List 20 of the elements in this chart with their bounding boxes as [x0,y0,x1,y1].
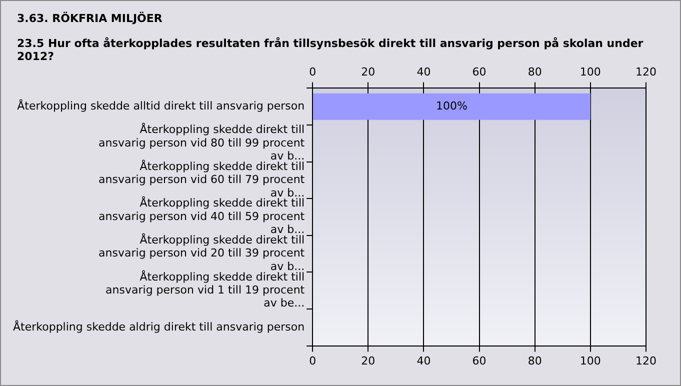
data-label: 100% [436,99,468,112]
x-tick-label: 100 [580,354,601,368]
y-tick-label: Återkoppling skedde alltid direkt till ansvarig person [17,98,305,112]
x-tick-label: 80 [528,354,542,368]
x-tick-label: 120 [636,354,656,368]
x2-tick-label: 20 [361,65,376,78]
x2-tick-label: 40 [416,65,431,78]
x2-tick-label: 60 [472,65,486,78]
y-tick-label: Återkoppling skedde direkt till ansvarig person vid 1 till 19 procent av be... [106,269,306,310]
y-tick-label: Återkoppling skedde aldrig direkt till ansvarig person [13,319,305,334]
chart-subtitle: 23.5 Hur ofta återkopplades resultaten från tillsynsbesök direkt till ansvarig person på skolan under 2012? [17,37,644,63]
text: 3.63. RÖKFRIA MILJÖER [17,12,162,25]
x2-tick-label: 100 [580,65,601,78]
x2-tick-label: 120 [636,65,656,78]
x-tick-label: 40 [416,354,431,368]
x-tick-label: 0 [309,354,316,368]
x-tick-label: 60 [472,354,486,368]
x2-tick-label: 80 [528,65,542,78]
x2-tick-label: 0 [309,65,316,78]
x-tick-label: 20 [361,354,376,368]
